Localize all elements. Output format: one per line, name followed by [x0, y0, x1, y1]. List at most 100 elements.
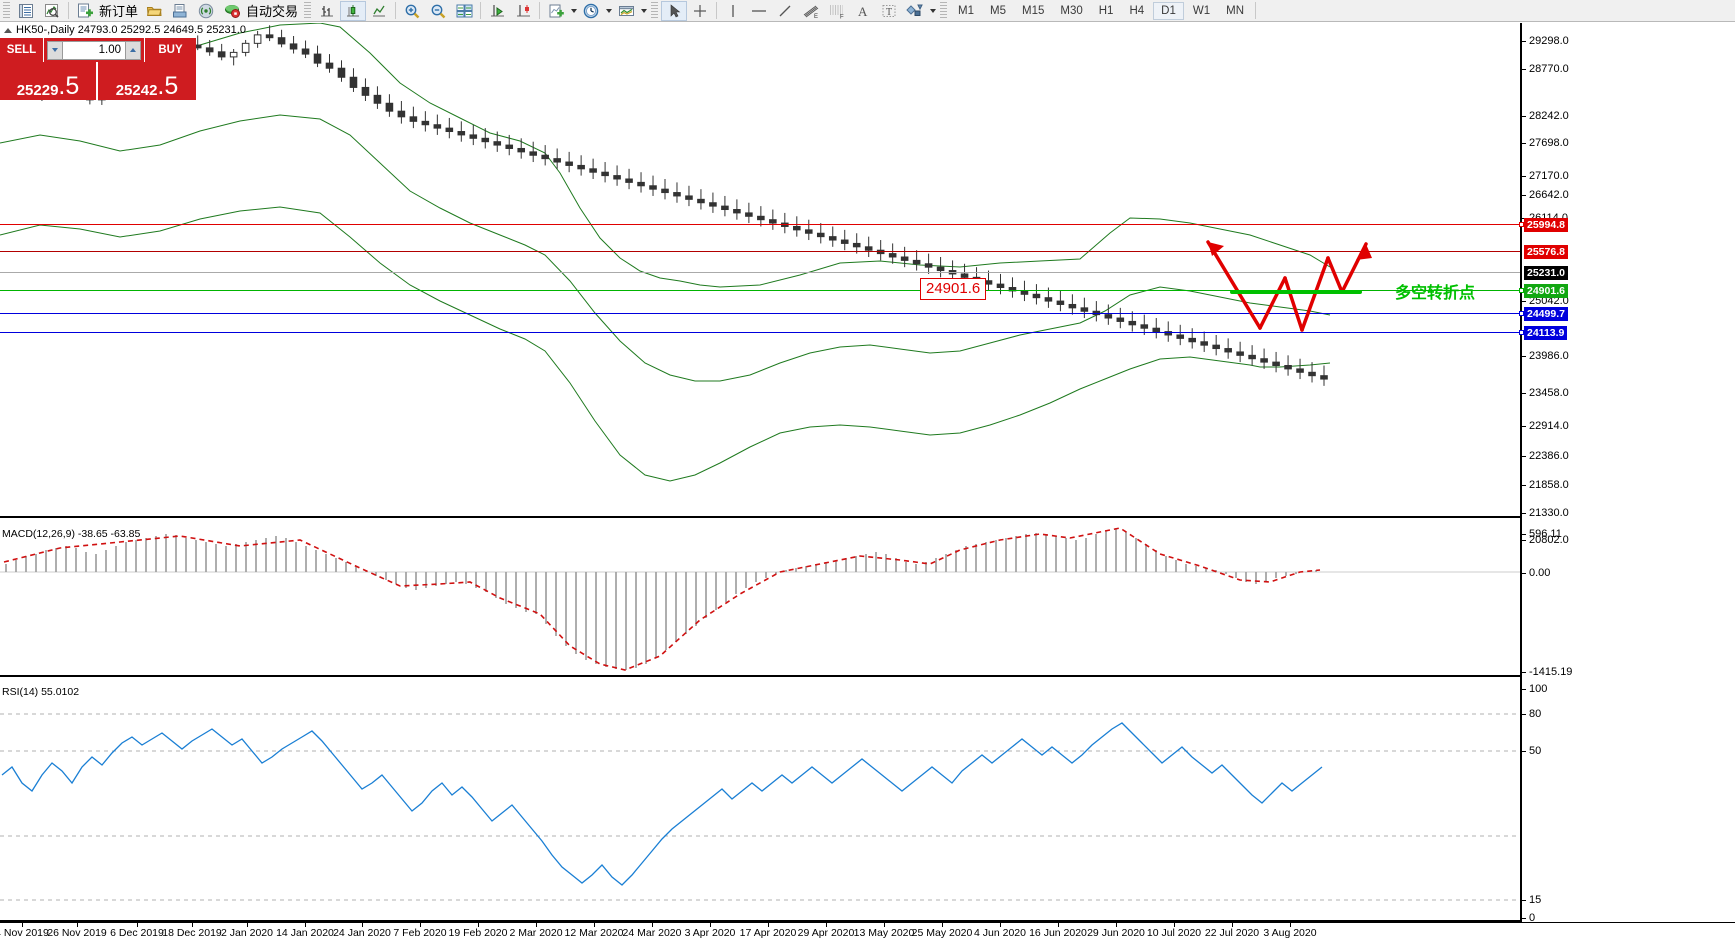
timeframe-w1[interactable]: W1: [1192, 4, 1211, 17]
tile-windows-icon[interactable]: [451, 1, 477, 21]
level-tag-support-2[interactable]: 24113.9: [1524, 326, 1568, 340]
date-label: 4 Jun 2020: [974, 927, 1026, 939]
line-chart-icon[interactable]: [366, 1, 392, 21]
price-scale[interactable]: 29298.0 28770.0 28242.0 27698.0 27170.0 …: [1520, 23, 1735, 924]
svg-text:E: E: [814, 14, 818, 19]
timeframe-m1[interactable]: M1: [958, 4, 975, 17]
toolbar-grip-3[interactable]: [651, 2, 659, 19]
level-tag-turning-point[interactable]: 24901.6: [1524, 284, 1568, 298]
line-handle[interactable]: [1519, 311, 1524, 316]
timeframe-d1[interactable]: D1: [1153, 1, 1184, 20]
macd-panel[interactable]: [0, 520, 1520, 677]
turning-point-line[interactable]: [0, 288, 1524, 293]
equidistant-channel-icon[interactable]: E: [798, 1, 824, 21]
one-click-trading-panel[interactable]: SELL 1.00 BUY 25229 .5 25242 .5: [0, 38, 196, 100]
volume-increase-button[interactable]: [125, 40, 141, 60]
fibonacci-icon[interactable]: F: [824, 1, 850, 21]
price-tick: 28242.0: [1522, 110, 1569, 122]
new-order-label[interactable]: 新订单: [99, 4, 139, 19]
shapes-dropdown-caret[interactable]: [928, 2, 937, 20]
auto-trade-label[interactable]: 自动交易: [246, 4, 299, 19]
level-tag-resistance-1[interactable]: 25994.8: [1524, 218, 1568, 232]
indicator-dropdown-caret[interactable]: [569, 2, 578, 20]
macd-tick: 596.11: [1522, 528, 1562, 540]
print-preview-icon[interactable]: [167, 1, 193, 21]
horizontal-line-icon[interactable]: [746, 1, 772, 21]
line-handle[interactable]: [1519, 222, 1524, 227]
rsi-tick: 100: [1522, 683, 1547, 695]
macd-svg: [0, 527, 1520, 671]
broadcast-icon[interactable]: [193, 1, 219, 21]
price-chart-panel[interactable]: [0, 23, 1520, 518]
level-tag-support-1[interactable]: 24499.7: [1524, 307, 1568, 321]
date-axis[interactable]: 4 Nov 2019 26 Nov 2019 6 Dec 2019 18 Dec 20…: [0, 922, 1735, 946]
price-callout-label[interactable]: 24901.6: [920, 278, 987, 300]
pattern-annotation: [1206, 240, 1372, 332]
timeframe-h1[interactable]: H1: [1098, 4, 1114, 17]
vertical-line-icon[interactable]: [720, 1, 746, 21]
add-indicator-icon[interactable]: [543, 1, 569, 21]
expert-advisor-icon[interactable]: [219, 1, 245, 21]
date-label: 26 Nov 2019: [47, 927, 107, 939]
templates-dropdown-caret[interactable]: [639, 2, 648, 20]
buy-price[interactable]: 25242 .5: [97, 62, 196, 100]
zoom-in-icon[interactable]: [399, 1, 425, 21]
date-label: 19 Feb 2020: [448, 927, 508, 939]
candlestick-chart-icon[interactable]: [340, 0, 367, 21]
timeframe-mn[interactable]: MN: [1226, 4, 1244, 17]
rsi-tick: 50: [1522, 745, 1541, 757]
price-tick: 27698.0: [1522, 137, 1569, 149]
line-handle[interactable]: [1519, 288, 1524, 293]
cursor-arrow-icon[interactable]: [661, 0, 688, 21]
resistance-line-2[interactable]: [0, 251, 1520, 252]
trend-line-icon[interactable]: [772, 1, 798, 21]
new-order-icon[interactable]: [72, 1, 98, 21]
support-line-1[interactable]: [0, 311, 1524, 316]
resistance-line-1[interactable]: [0, 222, 1524, 227]
volume-control[interactable]: 1.00: [44, 38, 144, 62]
period-clock-icon[interactable]: [578, 1, 604, 21]
toolbar-grip[interactable]: [3, 2, 10, 19]
shapes-icon[interactable]: [902, 1, 928, 21]
timeframe-m15[interactable]: M15: [1022, 4, 1045, 17]
date-label: 10 Jul 2020: [1146, 927, 1202, 939]
text-tool-icon[interactable]: A: [850, 1, 876, 21]
toolbar-grip-4[interactable]: [940, 2, 948, 19]
date-label: 22 Jul 2020: [1204, 927, 1260, 939]
level-tag-resistance-2[interactable]: 25576.8: [1524, 245, 1568, 259]
svg-text:A: A: [858, 4, 868, 19]
sell-price[interactable]: 25229 .5: [0, 62, 97, 100]
magnifier-chart-icon[interactable]: [39, 1, 65, 21]
crosshair-icon[interactable]: [687, 1, 713, 21]
text-label-icon[interactable]: T: [876, 1, 902, 21]
folder-icon[interactable]: [141, 1, 167, 21]
turning-point-annotation[interactable]: 多空转折点: [1395, 285, 1476, 302]
buy-price-integer: 25242: [115, 82, 158, 99]
rsi-panel[interactable]: [0, 679, 1520, 922]
timeframe-m5[interactable]: M5: [990, 4, 1006, 17]
timeframe-m30[interactable]: M30: [1060, 4, 1083, 17]
buy-button[interactable]: BUY: [144, 38, 196, 62]
sell-button[interactable]: SELL: [0, 38, 44, 62]
support-line-2[interactable]: [0, 330, 1524, 335]
auto-scroll-icon[interactable]: [484, 1, 510, 21]
volume-decrease-button[interactable]: [47, 40, 63, 60]
list-icon[interactable]: [13, 1, 39, 21]
line-handle[interactable]: [1519, 330, 1524, 335]
collapse-triangle-icon[interactable]: [4, 27, 12, 33]
period-dropdown-caret[interactable]: [604, 2, 613, 20]
price-tick: 23458.0: [1522, 387, 1569, 399]
toolbar-grip-2[interactable]: [304, 2, 312, 19]
macd-indicator-label: MACD(12,26,9) -38.65 -63.85: [2, 528, 141, 540]
volume-input[interactable]: 1.00: [63, 40, 125, 60]
date-tick: [884, 923, 885, 927]
macd-tick: 0.00: [1522, 567, 1550, 579]
date-tick: [536, 923, 537, 927]
price-tick: 20802.0: [1522, 534, 1569, 546]
bar-chart-icon[interactable]: [314, 1, 340, 21]
chart-shift-icon[interactable]: [510, 1, 536, 21]
templates-icon[interactable]: [613, 1, 639, 21]
zoom-out-icon[interactable]: [425, 1, 451, 21]
timeframe-h4[interactable]: H4: [1129, 4, 1145, 17]
price-tick: 21858.0: [1522, 479, 1569, 491]
